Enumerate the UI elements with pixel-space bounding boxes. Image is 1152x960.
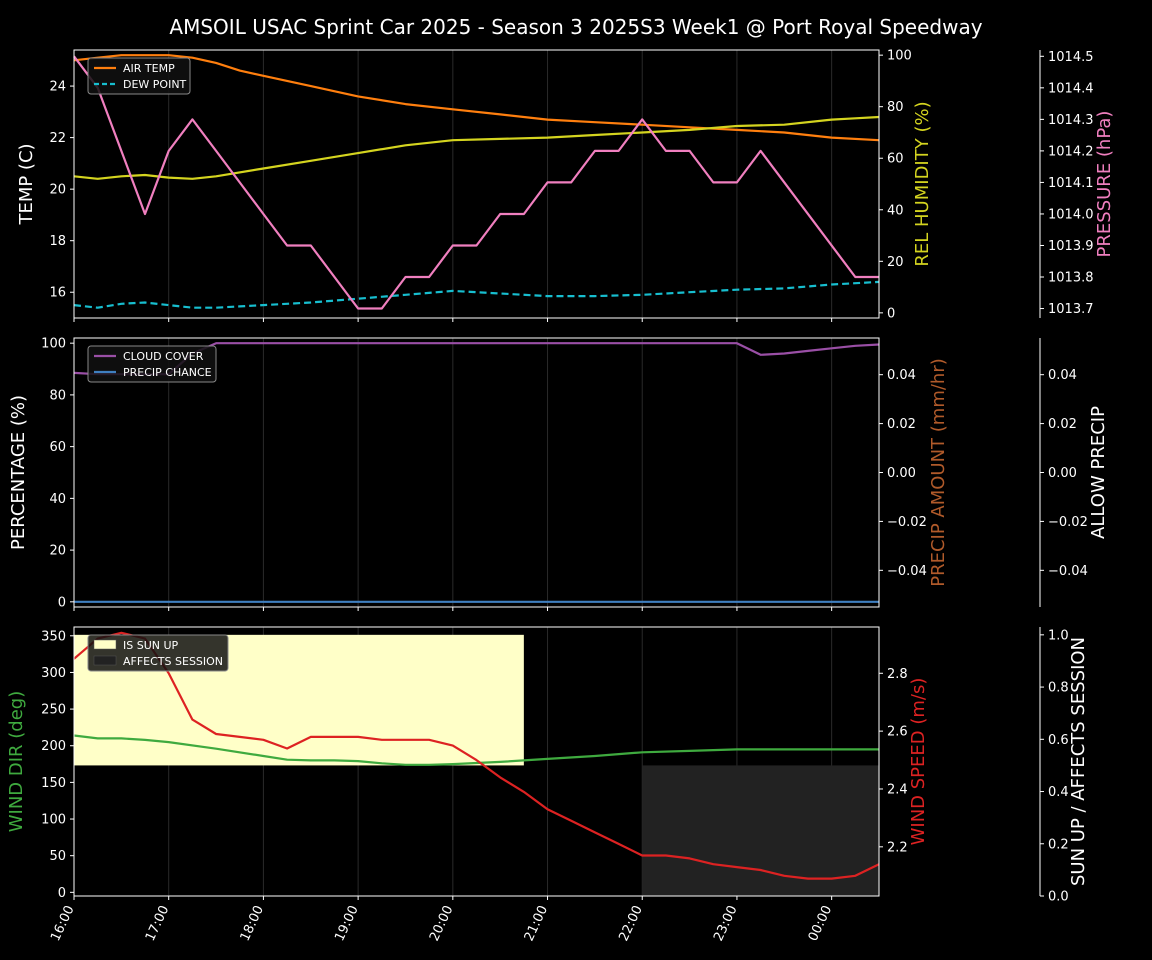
legend-label: CLOUD COVER <box>123 350 204 363</box>
plot-frame <box>73 626 880 897</box>
y-right2-tick-label: 0.00 <box>1048 466 1077 481</box>
y-right-axis-label: PRECIP AMOUNT (mm/hr) <box>928 358 949 587</box>
y-left-tick-label: 20 <box>49 544 66 559</box>
x-tick-label: 17:00 <box>143 903 172 943</box>
y-right2-tick-label: 0.04 <box>1048 368 1077 383</box>
y-left-tick-label: 300 <box>41 666 66 681</box>
dew-point-line <box>73 280 880 309</box>
y-left-tick-label: 40 <box>49 492 66 507</box>
pressure-line <box>73 55 879 310</box>
x-tick-label: 22:00 <box>616 903 645 943</box>
y-right-tick-label: 40 <box>887 203 904 218</box>
x-tick-label: 19:00 <box>332 903 361 943</box>
plot-frame <box>73 49 880 319</box>
y-right2-tick-label: 1.0 <box>1048 628 1069 643</box>
legend-label: PRECIP CHANCE <box>123 366 212 379</box>
legend-label: AIR TEMP <box>123 62 175 75</box>
y-left-tick-label: 60 <box>49 440 66 455</box>
y-right2-tick-label: 1013.9 <box>1048 239 1094 254</box>
y-right2-axis-label: PRESSURE (hPa) <box>1094 111 1115 258</box>
y-right-tick-label: 0.04 <box>887 368 916 383</box>
legend-label: AFFECTS SESSION <box>123 655 223 668</box>
y-right2-axis-label: ALLOW PRECIP <box>1088 406 1109 539</box>
x-tick-label: 16:00 <box>48 903 77 943</box>
y-right-tick-label: 2.2 <box>887 840 908 855</box>
y-left-tick-label: 22 <box>49 131 66 146</box>
y-right-tick-label: 0.00 <box>887 466 916 481</box>
y-right-tick-label: 2.8 <box>887 667 908 682</box>
y-right2-tick-label: −0.04 <box>1048 564 1088 579</box>
chart-title: AMSOIL USAC Sprint Car 2025 - Season 3 2… <box>169 15 982 39</box>
y-right-tick-label: −0.02 <box>887 515 927 530</box>
y-left-tick-label: 100 <box>41 813 66 828</box>
y-right2-tick-label: 0.6 <box>1048 733 1069 748</box>
y-right2-tick-label: −0.02 <box>1048 515 1088 530</box>
y-left-tick-label: 50 <box>49 849 66 864</box>
y-left-tick-label: 200 <box>41 739 66 754</box>
y-left-tick-label: 100 <box>41 337 66 352</box>
y-right-tick-label: 20 <box>887 255 904 270</box>
x-tick-label: 21:00 <box>522 903 551 943</box>
y-left-tick-label: 24 <box>49 80 66 95</box>
y-right2-tick-label: 1013.8 <box>1048 271 1094 286</box>
y-right-tick-label: 0 <box>887 306 895 321</box>
y-right2-axis-label: SUN UP / AFFECTS SESSION <box>1068 637 1089 886</box>
y-left-tick-label: 150 <box>41 776 66 791</box>
affects-session-band <box>642 765 879 896</box>
y-right2-tick-label: 1014.4 <box>1048 81 1094 96</box>
air-temp-line <box>73 54 880 142</box>
y-left-tick-label: 18 <box>49 234 66 249</box>
legend-swatch <box>93 655 117 666</box>
y-right2-tick-label: 1014.0 <box>1048 207 1094 222</box>
y-left-axis-label: PERCENTAGE (%) <box>8 395 29 550</box>
wind-dir-line <box>73 734 879 766</box>
wind-speed-line <box>73 631 880 880</box>
y-left-tick-label: 0 <box>58 595 66 610</box>
legend-box <box>87 634 229 672</box>
y-right2-tick-label: 0.4 <box>1048 785 1069 800</box>
y-left-axis-label: TEMP (C) <box>16 143 37 225</box>
legend-label: DEW POINT <box>123 78 187 91</box>
y-right-tick-label: −0.04 <box>887 564 927 579</box>
y-right-tick-label: 100 <box>887 49 912 64</box>
y-left-tick-label: 250 <box>41 703 66 718</box>
y-left-tick-label: 0 <box>58 886 66 901</box>
y-right2-tick-label: 0.02 <box>1048 417 1077 432</box>
y-left-tick-label: 20 <box>49 183 66 198</box>
x-tick-label: 23:00 <box>711 903 740 943</box>
y-right2-tick-label: 0.0 <box>1048 890 1069 905</box>
legend-swatch <box>93 639 117 650</box>
y-left-tick-label: 350 <box>41 629 66 644</box>
y-right-tick-label: 60 <box>887 152 904 167</box>
legend-label: IS SUN UP <box>123 639 179 652</box>
y-right-tick-label: 2.6 <box>887 725 908 740</box>
x-tick-label: 00:00 <box>806 903 835 943</box>
y-left-axis-label: WIND DIR (deg) <box>6 691 27 833</box>
y-left-tick-label: 16 <box>49 286 66 301</box>
x-tick-label: 20:00 <box>427 903 456 943</box>
legend-box <box>87 345 217 383</box>
y-right2-tick-label: 0.2 <box>1048 837 1069 852</box>
y-right2-tick-label: 1014.3 <box>1048 113 1094 128</box>
y-right-tick-label: 2.4 <box>887 782 908 797</box>
y-right-axis-label: WIND SPEED (m/s) <box>908 678 929 846</box>
y-right2-tick-label: 1014.5 <box>1048 50 1094 65</box>
y-right2-tick-label: 1013.7 <box>1048 302 1094 317</box>
y-right-tick-label: 0.02 <box>887 417 916 432</box>
y-right2-tick-label: 1014.2 <box>1048 144 1094 159</box>
y-right2-tick-label: 1014.1 <box>1048 176 1094 191</box>
y-right-tick-label: 80 <box>887 100 904 115</box>
y-right2-tick-label: 0.8 <box>1048 681 1069 696</box>
y-left-tick-label: 80 <box>49 388 66 403</box>
y-right-axis-label: REL HUMIDITY (%) <box>912 101 933 266</box>
x-tick-label: 18:00 <box>238 903 267 943</box>
rel-humidity-line <box>73 115 880 180</box>
